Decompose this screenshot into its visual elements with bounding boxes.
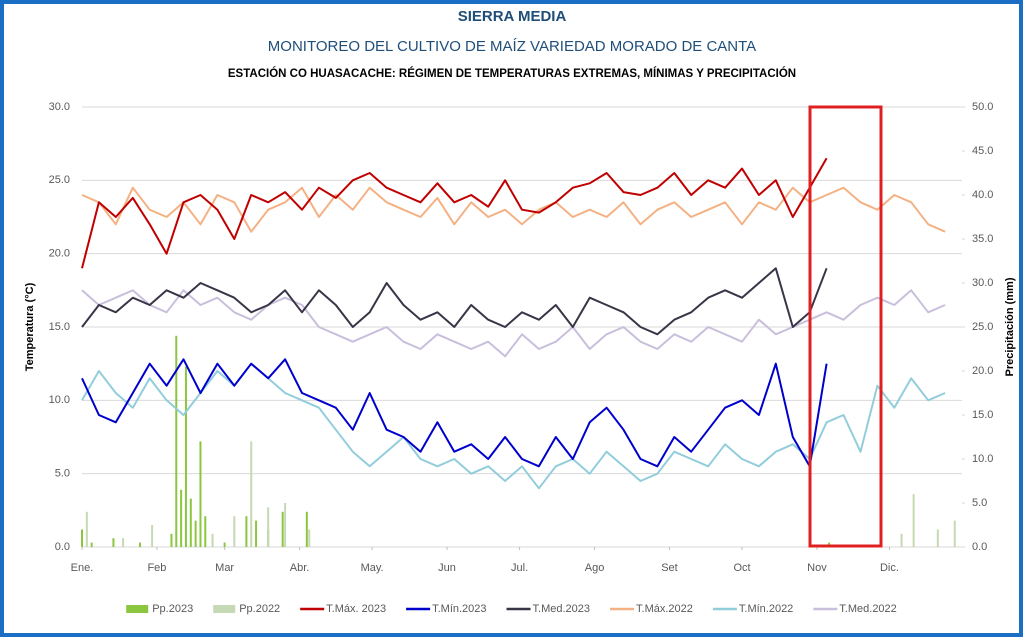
legend-label: Pp.2022 [239,603,280,615]
legend-label: T.Med.2022 [839,603,896,615]
temperature-line [81,186,946,233]
y-tick-label: 0.0 [55,541,70,553]
y2-axis-title: Precipitación (mm) [1004,277,1016,376]
precipitation-bar [912,494,915,547]
precipitation-bar [112,538,115,547]
y-tick-label: 10.0 [49,394,70,406]
precipitation-bar [184,366,187,547]
precipitation-bar [139,542,142,547]
legend-label: T.Mín.2022 [739,603,793,615]
precipitation-bar [81,529,83,547]
legend-swatch [213,605,236,613]
precipitation-bar [85,511,88,547]
y-tick-label: 30.0 [49,101,70,113]
precipitation-bar [245,516,248,547]
precipitation-bar [953,520,956,547]
legend-label: T.Mín.2023 [432,603,486,615]
temperature-line [81,267,828,336]
y2-tick-label: 25.0 [972,321,993,333]
y2-tick-label: 35.0 [972,233,993,245]
precipitation-bar [175,335,178,547]
x-tick-label: Dic. [880,562,899,574]
y2-tick-label: 45.0 [972,145,993,157]
x-tick-label: Jun [438,562,456,574]
x-tick-label: Ene. [71,562,94,574]
y2-tick-label: 40.0 [972,189,993,201]
temperature-line [81,157,828,269]
x-tick-label: Jul. [511,562,528,574]
precipitation-bar [255,520,258,547]
precipitation-bar [211,533,214,547]
x-tick-label: Set [661,562,678,574]
plot-area: 0.0 5.0 10.0 15.0 20.0 25.0 30.0 0.0 5.0 10.0 15.0… [49,101,994,574]
y-axis-title: Temperatura (°C) [24,282,36,371]
legend-label: T.Máx. 2023 [326,603,386,615]
y2-tick-label: 15.0 [972,409,993,421]
precipitation-bar [151,525,154,547]
legend-label: T.Máx.2022 [636,603,693,615]
precipitation-bar [936,529,939,547]
y-tick-label: 20.0 [49,248,70,260]
precipitation-bar [199,441,202,547]
x-tick-label: May. [361,562,384,574]
y2-tick-label: 0.0 [972,541,987,553]
y-tick-label: 15.0 [49,321,70,333]
y2-tick-label: 30.0 [972,277,993,289]
chart-subtitle: MONITOREO DEL CULTIVO DE MAÍZ VARIEDAD M… [268,38,756,55]
precipitation-bar [204,516,207,547]
precipitation-bar [308,529,311,547]
temperature-line [81,289,946,358]
precipitation-bar [267,507,270,547]
precipitation-bar [281,511,284,547]
y-tick-label: 25.0 [49,174,70,186]
x-tick-label: Feb [147,562,166,574]
precipitation-bar [170,533,173,547]
y-tick-label: 5.0 [55,468,70,480]
legend-swatch [126,605,149,613]
x-tick-label: Abr. [290,562,310,574]
x-tick-label: Mar [215,562,234,574]
precipitation-bar [122,538,125,547]
highlight-box [808,105,883,548]
legend-label: T.Med.2023 [533,603,590,615]
chart-caption: ESTACIÓN CO HUASACACHE: RÉGIMEN DE TEMPE… [228,67,796,80]
precipitation-bar [189,498,192,547]
precipitation-bar [223,542,226,547]
chart-title: SIERRA MEDIA [458,8,567,25]
precipitation-bar [305,511,308,547]
x-tick-label: Ago [585,562,605,574]
y2-tick-label: 50.0 [972,101,993,113]
legend-label: Pp.2023 [152,603,193,615]
precipitation-bar [233,516,236,547]
precipitation-bar [250,441,253,547]
precipitation-bar [194,520,197,547]
x-tick-label: Nov [807,562,827,574]
precipitation-bar [90,542,93,547]
precipitation-bar [284,503,287,547]
y2-tick-label: 5.0 [972,497,987,509]
y2-tick-label: 20.0 [972,365,993,377]
x-tick-label: Oct [733,562,750,574]
precipitation-bar [900,533,903,547]
precipitation-bar [180,489,183,547]
temperature-line [81,358,828,468]
y2-tick-label: 10.0 [972,453,993,465]
legend: Pp.2023 Pp.2022 T.Máx. 2023 T.Mín.2023 T.Med… [126,603,897,615]
